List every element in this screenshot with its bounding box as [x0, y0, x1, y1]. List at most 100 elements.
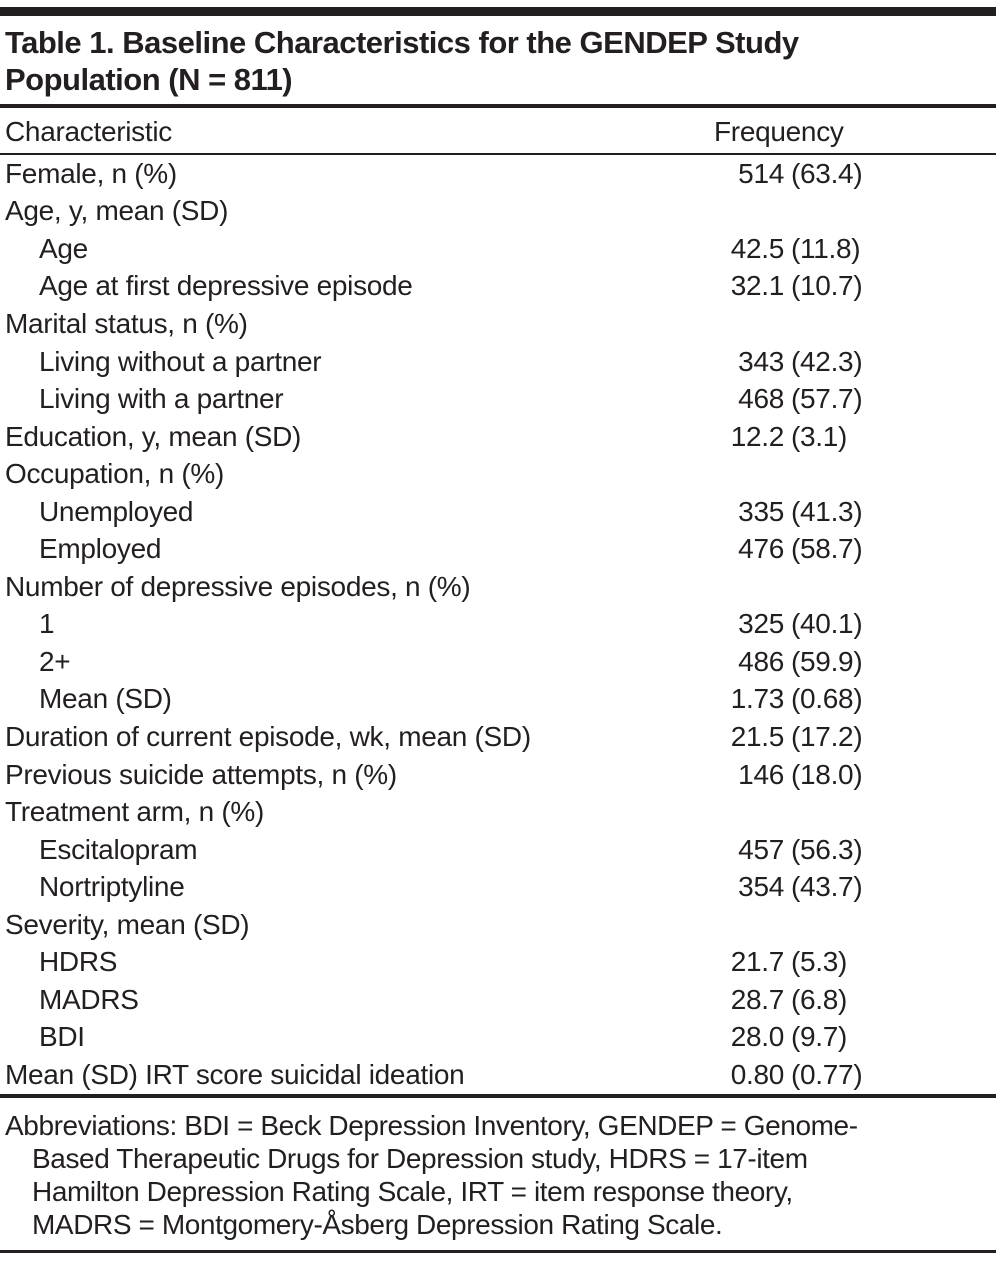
row-label: Mean (SD) [39, 683, 172, 715]
row-frequency: 1.73 (0.68) [700, 683, 996, 715]
table-row: Previous suicide attempts, n (%) 146 (18.0… [0, 756, 996, 794]
table-body: Female, n (%) 514 (63.4) Age, y, mean (SD) A… [0, 155, 996, 1094]
row-label: Education, y, mean (SD) [5, 420, 302, 452]
row-label: Age [39, 232, 88, 264]
row-frequency-paren: (40.1) [791, 608, 863, 640]
row-label: Nortriptyline [39, 871, 185, 903]
row-label: MADRS [39, 983, 139, 1015]
row-frequency-paren: (11.8) [791, 232, 861, 264]
column-header-frequency: Frequency [714, 116, 844, 147]
bottom-rule [0, 1249, 996, 1253]
table-title: Table 1. Baseline Characteristics for th… [0, 16, 996, 104]
row-label: Unemployed [39, 495, 194, 527]
row-frequency-value: 514 [738, 157, 784, 189]
footnote-line: Hamilton Depression Rating Scale, IRT = … [32, 1175, 793, 1207]
table-row: Age at first depressive episode 32.1 (10.7… [0, 268, 996, 306]
table-row: Number of depressive episodes, n (%) [0, 568, 996, 606]
row-frequency-paren: (42.3) [791, 345, 863, 377]
row-frequency: 32.1 (10.7) [700, 270, 996, 302]
table-title-line2: Population (N = 811) [5, 62, 293, 97]
header-divider [0, 153, 996, 155]
row-frequency-paren: (41.3) [791, 495, 863, 527]
row-frequency-value: 335 [738, 495, 784, 527]
row-frequency-value: 476 [738, 533, 784, 565]
table-row: HDRS 21.7 (5.3) [0, 943, 996, 981]
row-frequency-paren: (18.0) [791, 758, 863, 790]
row-frequency: 42.5 (11.8) [700, 233, 996, 265]
row-frequency-value: 486 [738, 645, 784, 677]
footnote-line: Abbreviations: BDI = Beck Depression Inv… [5, 1109, 858, 1141]
table-row: Age 42.5 (11.8) [0, 230, 996, 268]
column-header-characteristic: Characteristic [5, 116, 172, 147]
row-label: HDRS [39, 946, 118, 978]
row-frequency-value: 343 [738, 345, 784, 377]
row-frequency-value: 146 [738, 758, 784, 790]
row-frequency: 0.80 (0.77) [700, 1059, 996, 1091]
row-frequency-value: 457 [738, 833, 784, 865]
table-row: MADRS 28.7 (6.8) [0, 981, 996, 1019]
row-frequency-value: 28.7 [730, 983, 785, 1015]
column-header-row: Characteristic Frequency [0, 108, 996, 153]
body-divider [0, 1093, 996, 1098]
table-row: Living with a partner 468 (57.7) [0, 380, 996, 418]
row-frequency-paren: (0.77) [791, 1058, 863, 1090]
table-row: 2+ 486 (59.9) [0, 643, 996, 681]
table-row: Duration of current episode, wk, mean (S… [0, 718, 996, 756]
row-frequency-value: 42.5 [730, 232, 785, 264]
row-frequency: 335 (41.3) [700, 496, 996, 528]
row-frequency-paren: (43.7) [791, 871, 863, 903]
row-label: Marital status, n (%) [5, 307, 248, 339]
table-row: Mean (SD) IRT score suicidal ideation 0.8… [0, 1056, 996, 1094]
table-row: Living without a partner 343 (42.3) [0, 343, 996, 381]
row-frequency-paren: (0.68) [791, 683, 863, 715]
table-row: Marital status, n (%) [0, 305, 996, 343]
row-frequency-value: 354 [738, 871, 784, 903]
row-frequency-value: 21.5 [730, 720, 785, 752]
row-label: Number of depressive episodes, n (%) [5, 570, 471, 602]
row-frequency: 514 (63.4) [700, 158, 996, 190]
row-label: Age, y, mean (SD) [5, 195, 229, 227]
row-frequency: 486 (59.9) [700, 646, 996, 678]
table-row: Occupation, n (%) [0, 455, 996, 493]
row-frequency-paren: (58.7) [791, 533, 863, 565]
table-row: Treatment arm, n (%) [0, 793, 996, 831]
table-row: Female, n (%) 514 (63.4) [0, 155, 996, 193]
row-frequency-value: 0.80 [730, 1058, 785, 1090]
row-frequency: 354 (43.7) [700, 871, 996, 903]
row-frequency-paren: (3.1) [791, 420, 848, 452]
row-frequency-paren: (10.7) [791, 270, 863, 302]
row-frequency-paren: (6.8) [791, 983, 848, 1015]
table-row: Unemployed 335 (41.3) [0, 493, 996, 531]
row-label: 2+ [39, 645, 71, 677]
row-frequency-paren: (63.4) [791, 157, 863, 189]
row-frequency-paren: (17.2) [791, 720, 863, 752]
row-frequency-value: 1.73 [730, 683, 785, 715]
row-frequency-paren: (59.9) [791, 645, 863, 677]
row-label: 1 [39, 608, 55, 640]
table-row: 1 325 (40.1) [0, 606, 996, 644]
table-row: Nortriptyline 354 (43.7) [0, 868, 996, 906]
row-label: Employed [39, 533, 162, 565]
top-rule [0, 7, 996, 16]
table-row: Escitalopram 457 (56.3) [0, 831, 996, 869]
table-row: Mean (SD) 1.73 (0.68) [0, 681, 996, 719]
footnote-line: Based Therapeutic Drugs for Depression s… [32, 1142, 808, 1174]
row-frequency: 12.2 (3.1) [700, 421, 996, 453]
row-frequency-value: 32.1 [730, 270, 785, 302]
row-frequency: 468 (57.7) [700, 383, 996, 415]
row-label: Treatment arm, n (%) [5, 796, 265, 828]
row-label: Severity, mean (SD) [5, 908, 250, 940]
footnote-line: MADRS = Montgomery-Åsberg Depression Rat… [32, 1208, 723, 1240]
row-label: Living with a partner [39, 383, 284, 415]
title-divider [0, 104, 996, 108]
table-title-line1: Table 1. Baseline Characteristics for th… [5, 25, 799, 60]
table-row: Severity, mean (SD) [0, 906, 996, 944]
row-frequency: 21.7 (5.3) [700, 946, 996, 978]
row-label: Previous suicide attempts, n (%) [5, 758, 397, 790]
row-frequency-value: 468 [738, 383, 784, 415]
row-frequency: 146 (18.0) [700, 759, 996, 791]
table-row: Education, y, mean (SD) 12.2 (3.1) [0, 418, 996, 456]
row-frequency-paren: (9.7) [791, 1021, 848, 1053]
footnote: Abbreviations: BDI = Beck Depression Inv… [0, 1098, 996, 1250]
